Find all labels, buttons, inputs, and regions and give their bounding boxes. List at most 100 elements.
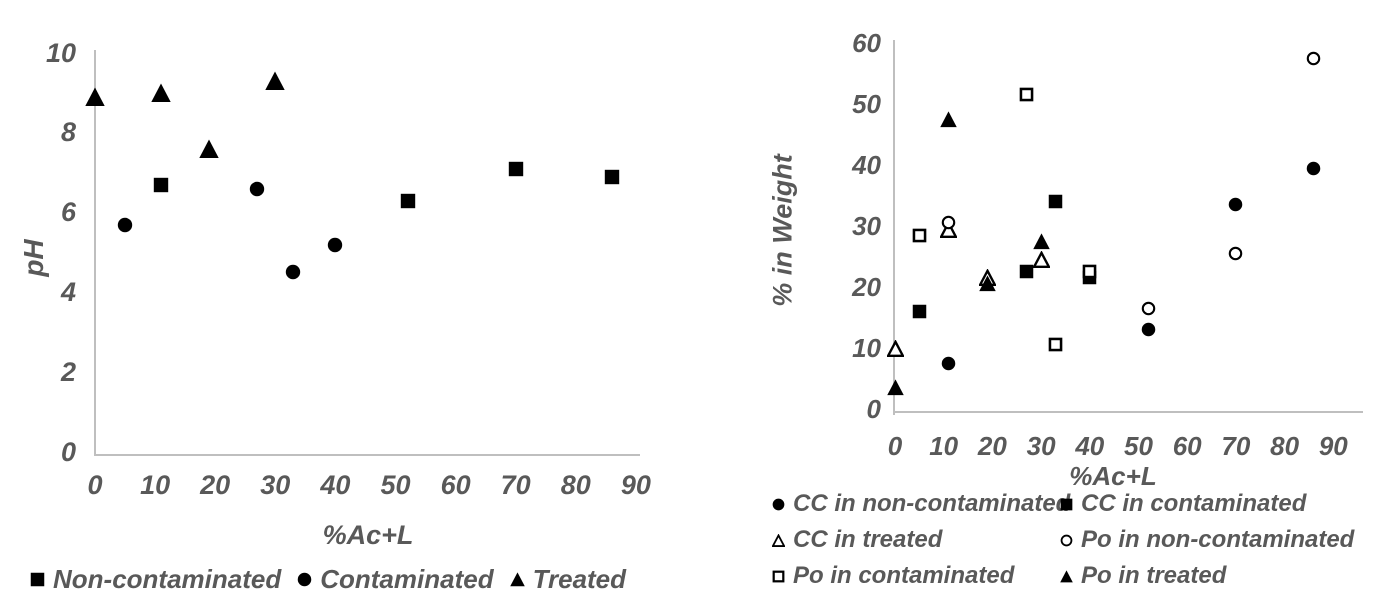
contaminated-point [249, 181, 265, 197]
x-tick-label: 50 [380, 470, 411, 500]
y-tick-label: 4 [60, 276, 76, 307]
legend-label: CC in contaminated [1081, 490, 1307, 517]
y-tick-label: 10 [852, 333, 881, 363]
open-circle-icon [1060, 534, 1073, 547]
weight-x-axis-line [893, 411, 1363, 413]
treated-point [265, 71, 285, 91]
y-tick-label: 6 [60, 197, 76, 228]
po-in-contaminated-point [1048, 337, 1063, 352]
po-in-non-contaminated-point [1228, 246, 1243, 261]
y-tick-label: 30 [852, 211, 881, 241]
non-contaminated-point [604, 169, 620, 185]
x-tick-label: 20 [977, 431, 1007, 461]
contaminated-point [285, 264, 301, 280]
po-in-contaminated-point [1082, 264, 1097, 279]
open-triangle-icon [772, 533, 785, 547]
ph-plot-area [85, 50, 640, 456]
x-tick-label: 50 [1124, 431, 1153, 461]
cc-in-treated-point [1031, 250, 1051, 269]
filled-square-icon [30, 572, 45, 587]
legend-item-cc-in-contaminated: CC in contaminated [1060, 492, 1306, 516]
y-tick-label: 0 [60, 436, 76, 467]
treated-point [85, 87, 105, 107]
cc-in-contaminated-point [1048, 194, 1063, 209]
po-in-treated-point [979, 275, 996, 292]
weight-y-axis-line [893, 40, 895, 415]
ph-x-axis-title: %Ac+L [322, 520, 414, 550]
ph-x-axis-line [94, 454, 640, 456]
cc-in-non-contaminated-point [941, 356, 956, 371]
x-tick-label: 10 [929, 431, 959, 461]
contaminated-point [327, 237, 343, 253]
legend-label: Contaminated [320, 564, 494, 594]
y-tick-label: 8 [60, 117, 76, 148]
x-tick-label: 0 [87, 470, 103, 500]
weight-x-axis-title: %Ac+L [1069, 461, 1157, 491]
legend-item-contaminated: Contaminated [297, 564, 494, 594]
cc-in-non-contaminated-point [1306, 161, 1321, 176]
filled-circle-icon [772, 498, 785, 511]
po-in-contaminated-point [912, 228, 927, 243]
treated-point [199, 139, 219, 159]
x-tick-label: 60 [1172, 431, 1202, 461]
x-tick-label: 30 [260, 470, 291, 500]
legend-item-non-contaminated: Non-contaminated [30, 566, 281, 592]
x-tick-label: 70 [500, 470, 531, 500]
legend-item-po-in-non-contaminated: Po in non-contaminated [1060, 528, 1354, 552]
open-square-icon [772, 570, 785, 583]
cc-in-contaminated-point [912, 304, 927, 319]
filled-triangle-icon [1060, 569, 1073, 583]
legend-item-po-in-treated: Po in treated [1060, 564, 1226, 588]
legend-label: Non-contaminated [53, 564, 282, 594]
ph-y-axis-line [94, 50, 96, 456]
x-tick-label: 90 [1318, 431, 1348, 461]
legend-label: Po in contaminated [793, 562, 1015, 589]
non-contaminated-point [400, 193, 416, 209]
x-tick-label: 40 [320, 470, 351, 500]
x-tick-label: 80 [1270, 431, 1300, 461]
legend-item-po-in-contaminated: Po in contaminated [772, 564, 1014, 588]
legend-label: Treated [532, 564, 627, 594]
weight-plot-area [885, 40, 1363, 415]
x-tick-label: 10 [140, 470, 171, 500]
legend-label: Po in treated [1081, 562, 1227, 589]
non-contaminated-point [153, 177, 169, 193]
x-tick-label: 20 [200, 470, 231, 500]
cc-in-non-contaminated-point [1141, 322, 1156, 337]
po-in-treated-point [940, 111, 957, 128]
filled-triangle-icon [509, 571, 525, 587]
filled-circle-icon [297, 572, 312, 587]
x-tick-label: 90 [620, 470, 651, 500]
y-tick-label: 60 [852, 28, 881, 58]
legend-item-treated: Treated [509, 564, 627, 594]
legend-label: Po in non-contaminated [1081, 526, 1355, 553]
po-in-non-contaminated-point [1141, 301, 1156, 316]
filled-square-icon [1060, 498, 1073, 511]
x-tick-label: 80 [560, 470, 591, 500]
y-tick-label: 20 [852, 272, 881, 302]
x-tick-label: 60 [440, 470, 471, 500]
po-in-contaminated-point [1019, 87, 1034, 102]
po-in-non-contaminated-point [1306, 51, 1321, 66]
x-tick-label: 70 [1221, 431, 1251, 461]
y-tick-label: 50 [852, 89, 881, 119]
non-contaminated-point [508, 161, 524, 177]
po-in-treated-point [886, 379, 904, 396]
y-tick-label: 40 [852, 150, 881, 180]
x-tick-label: 30 [1026, 431, 1056, 461]
x-tick-label: 40 [1075, 431, 1105, 461]
x-tick-label: 0 [887, 431, 903, 461]
y-tick-label: 0 [866, 394, 881, 424]
weight-y-axis-title: % in Weight [767, 154, 798, 307]
ph-legend: Non-contaminated Contaminated Treated [30, 566, 626, 592]
cc-in-non-contaminated-point [1228, 197, 1243, 212]
legend-label: CC in non-contaminated [793, 490, 1071, 517]
contaminated-point [117, 217, 133, 233]
po-in-treated-point [1032, 233, 1050, 250]
cc-in-treated-point [885, 338, 905, 357]
po-in-non-contaminated-point [941, 215, 956, 230]
legend-item-cc-in-treated: CC in treated [772, 528, 942, 552]
